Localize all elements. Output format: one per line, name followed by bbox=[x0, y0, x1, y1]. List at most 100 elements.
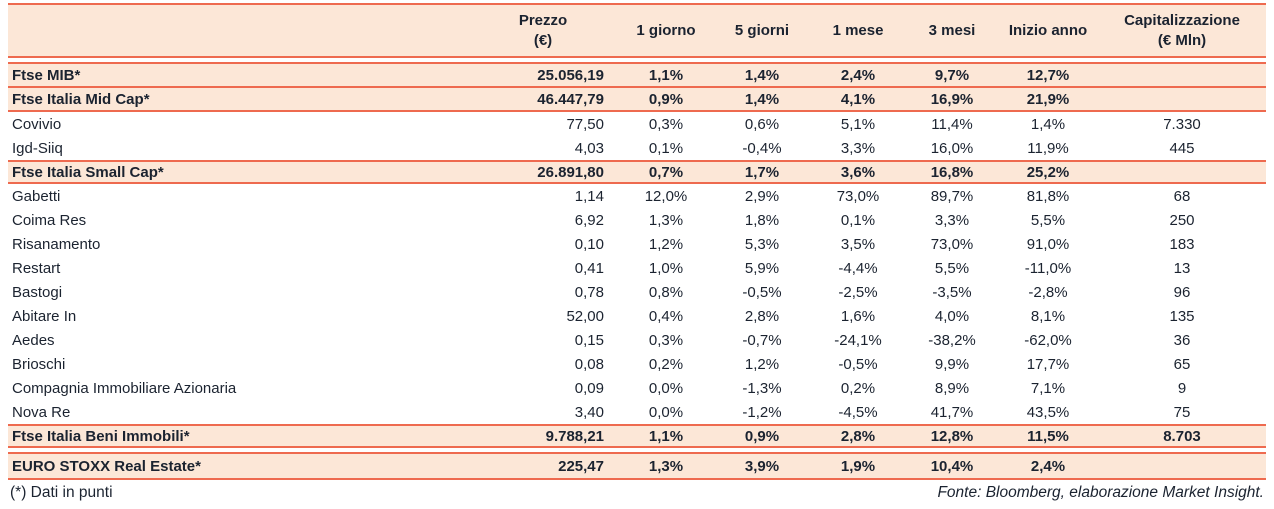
row-name: Brioschi bbox=[12, 355, 66, 373]
cell-ytd: 11,9% bbox=[1027, 139, 1069, 157]
cell-m1: 0,1% bbox=[840, 211, 876, 229]
row-name: Coima Res bbox=[12, 211, 87, 229]
table-row: Ftse Italia Small Cap* 26.891,80 0,7% 1,7% 3… bbox=[8, 160, 1266, 184]
cell-d1: 1,3% bbox=[648, 211, 684, 229]
cell-m1: 3,6% bbox=[840, 163, 876, 181]
cell-m3: 5,5% bbox=[934, 259, 970, 277]
cell-d5: 2,9% bbox=[744, 187, 780, 205]
cell-m3: 16,9% bbox=[930, 90, 974, 108]
cell-prezzo: 6,92 bbox=[574, 211, 604, 229]
cell-d5: 0,9% bbox=[744, 427, 780, 445]
cell-prezzo: 77,50 bbox=[566, 115, 604, 133]
cell-ytd: 11,5% bbox=[1027, 427, 1069, 445]
cell-m1: 2,8% bbox=[840, 427, 876, 445]
cell-m3: 41,7% bbox=[930, 403, 974, 421]
cell-cap: 9 bbox=[1177, 379, 1187, 397]
cell-m1: 4,1% bbox=[840, 90, 876, 108]
row-name: Restart bbox=[12, 259, 61, 277]
cell-m1: -4,5% bbox=[838, 403, 878, 421]
cell-m1: -2,5% bbox=[838, 283, 878, 301]
cell-cap: 183 bbox=[1169, 235, 1195, 253]
cell-cap: 96 bbox=[1173, 283, 1191, 301]
cell-m3: 4,0% bbox=[934, 307, 970, 325]
cell-d5: -0,5% bbox=[742, 283, 782, 301]
row-name: Compagnia Immobiliare Azionaria bbox=[12, 379, 237, 397]
cell-ytd: 43,5% bbox=[1026, 403, 1070, 421]
cell-ytd: -11,0% bbox=[1024, 259, 1072, 277]
header-body-divider bbox=[8, 58, 1266, 62]
cell-prezzo: 1,14 bbox=[574, 187, 604, 205]
cell-ytd: 7,1% bbox=[1030, 379, 1066, 397]
cell-ytd: -62,0% bbox=[1024, 331, 1072, 349]
cell-cap: 75 bbox=[1173, 403, 1191, 421]
table-row: Abitare In 52,00 0,4% 2,8% 1,6% 4,0% 8,1% 135 bbox=[8, 304, 1266, 328]
cell-prezzo: 0,78 bbox=[574, 283, 604, 301]
row-name: Nova Re bbox=[12, 403, 71, 421]
cell-prezzo: 0,15 bbox=[574, 331, 604, 349]
table-row: Compagnia Immobiliare Azionaria 0,09 0,0% -… bbox=[8, 376, 1266, 400]
cell-m3: -38,2% bbox=[928, 331, 976, 349]
column-header-cap: Capitalizzazione (€ Mln) bbox=[1124, 12, 1240, 49]
cell-m1: 3,5% bbox=[840, 235, 876, 253]
cell-cap: 36 bbox=[1173, 331, 1191, 349]
cell-d5: -1,2% bbox=[742, 403, 782, 421]
cell-d5: -0,7% bbox=[742, 331, 782, 349]
table-row: Ftse Italia Beni Immobili* 9.788,21 1,1% 0,… bbox=[8, 424, 1266, 448]
table-row: Ftse Italia Mid Cap* 46.447,79 0,9% 1,4% 4,1… bbox=[8, 88, 1266, 112]
cell-m3: 12,8% bbox=[930, 427, 974, 445]
cell-m1: 5,1% bbox=[840, 115, 876, 133]
cell-d5: 1,2% bbox=[744, 355, 780, 373]
cell-d5: 1,4% bbox=[744, 66, 780, 84]
cell-d5: 5,9% bbox=[744, 259, 780, 277]
row-name: Ftse Italia Beni Immobili* bbox=[12, 427, 190, 445]
cell-m3: 16,0% bbox=[930, 139, 974, 157]
cell-m1: -24,1% bbox=[834, 331, 882, 349]
cell-m1: 2,4% bbox=[840, 66, 876, 84]
row-name: Aedes bbox=[12, 331, 55, 349]
cell-d1: 1,1% bbox=[648, 427, 684, 445]
cell-d1: 0,3% bbox=[648, 331, 684, 349]
table-row: Igd-Siiq 4,03 0,1% -0,4% 3,3% 16,0% 11,9% 445 bbox=[8, 136, 1266, 160]
cell-m3: -3,5% bbox=[932, 283, 972, 301]
cell-m3: 9,9% bbox=[934, 355, 970, 373]
table-row: Bastogi 0,78 0,8% -0,5% -2,5% -3,5% -2,8% 96 bbox=[8, 280, 1266, 304]
table-body: Ftse MIB* 25.056,19 1,1% 1,4% 2,4% 9,7% 12,7% F… bbox=[8, 62, 1266, 448]
column-header-prezzo: Prezzo (€) bbox=[518, 12, 568, 49]
cell-d1: 0,2% bbox=[648, 355, 684, 373]
cell-d1: 0,3% bbox=[648, 115, 684, 133]
column-header-name bbox=[8, 25, 468, 37]
column-header-d1: 1 giorno bbox=[636, 21, 696, 39]
table-row: Gabetti 1,14 12,0% 2,9% 73,0% 89,7% 81,8% 68 bbox=[8, 184, 1266, 208]
cell-prezzo: 26.891,80 bbox=[537, 163, 604, 181]
cell-d1: 1,1% bbox=[648, 66, 684, 84]
cell-cap: 135 bbox=[1169, 307, 1195, 325]
cell-cap: 8.703 bbox=[1163, 427, 1201, 445]
euro-stoxx-section: EURO STOXX Real Estate* 225,47 1,3% 3,9% 1,9… bbox=[8, 452, 1266, 480]
cell-cap: 7.330 bbox=[1163, 115, 1201, 133]
cell-prezzo: 4,03 bbox=[574, 139, 604, 157]
column-header-m3: 3 mesi bbox=[928, 21, 976, 39]
cell-d1: 12,0% bbox=[644, 187, 688, 205]
table-row: Covivio 77,50 0,3% 0,6% 5,1% 11,4% 1,4% 7.330 bbox=[8, 112, 1266, 136]
cell-prezzo: 0,10 bbox=[574, 235, 604, 253]
cell-m1: -0,5% bbox=[838, 355, 878, 373]
cell-prezzo: 0,09 bbox=[574, 379, 604, 397]
cell-ytd: 17,7% bbox=[1026, 355, 1070, 373]
row-name: Bastogi bbox=[12, 283, 63, 301]
cell-cap: 68 bbox=[1173, 187, 1191, 205]
cell-d1: 0,8% bbox=[648, 283, 684, 301]
cell-d1: 0,9% bbox=[648, 90, 684, 108]
cell-prezzo: 225,47 bbox=[558, 457, 604, 475]
cell-m3: 9,7% bbox=[934, 66, 970, 84]
table-row: Restart 0,41 1,0% 5,9% -4,4% 5,5% -11,0% 13 bbox=[8, 256, 1266, 280]
cell-ytd: 91,0% bbox=[1026, 235, 1070, 253]
cell-ytd: -2,8% bbox=[1028, 283, 1068, 301]
euro-stoxx-divider bbox=[8, 448, 1266, 452]
cell-m3: 11,4% bbox=[931, 115, 973, 133]
cell-ytd: 21,9% bbox=[1026, 90, 1070, 108]
row-name: EURO STOXX Real Estate* bbox=[12, 457, 201, 475]
source-attribution: Fonte: Bloomberg, elaborazione Market In… bbox=[937, 484, 1264, 501]
cell-d1: 0,0% bbox=[648, 403, 684, 421]
table-footer: (*) Dati in punti Fonte: Bloomberg, elab… bbox=[8, 480, 1266, 502]
